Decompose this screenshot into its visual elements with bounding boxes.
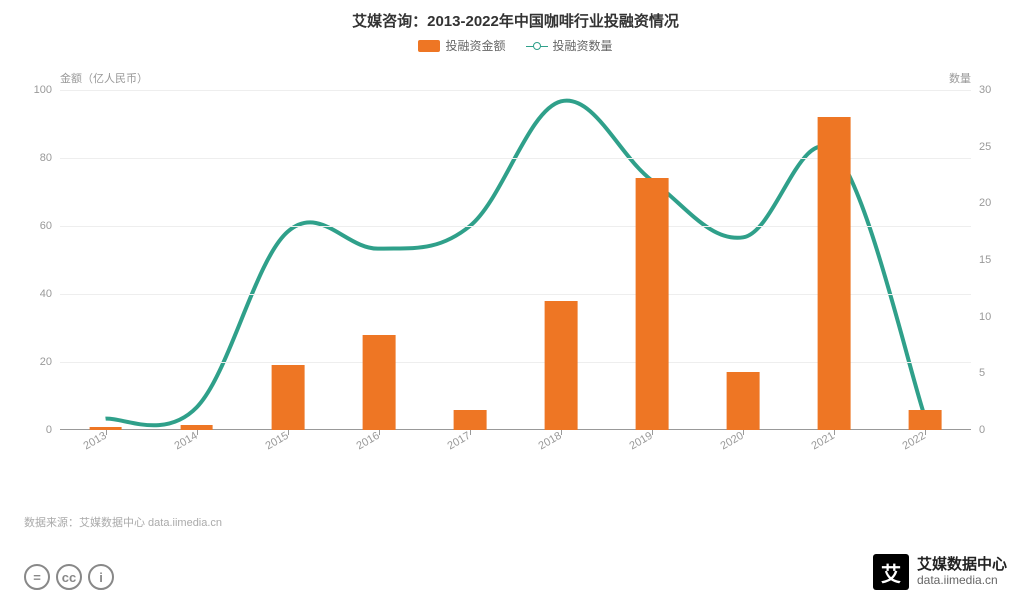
x-tick	[925, 430, 926, 435]
chart-title: 艾媒咨询：2013-2022年中国咖啡行业投融资情况	[0, 0, 1031, 31]
line-path	[106, 101, 926, 426]
plot-region: 0204060801000510152025302013201420152016…	[60, 90, 971, 430]
bar	[727, 372, 760, 430]
y-right-tick-label: 15	[971, 254, 991, 266]
y-left-axis-title: 金额（亿人民币）	[60, 70, 148, 86]
bar	[454, 410, 487, 430]
bar	[362, 335, 395, 430]
cc-equals-icon: =	[24, 564, 50, 590]
bar	[909, 410, 942, 430]
y-right-axis-title: 数量	[949, 70, 971, 86]
bar	[271, 365, 304, 430]
legend-line-label: 投融资数量	[553, 37, 613, 54]
source-text: 数据来源：艾媒数据中心 data.iimedia.cn	[24, 514, 222, 530]
x-tick-label: 2014	[172, 430, 199, 453]
legend-bar-label: 投融资金额	[445, 37, 505, 54]
y-left-tick-label: 100	[34, 84, 60, 96]
bar	[636, 178, 669, 430]
grid-line	[60, 90, 971, 91]
x-tick	[652, 430, 653, 435]
x-tick-label: 2019	[628, 430, 655, 453]
y-left-tick-label: 20	[40, 356, 60, 368]
license-icons: = cc i	[24, 564, 114, 590]
y-right-tick-label: 10	[971, 311, 991, 323]
legend-line-swatch	[526, 41, 548, 51]
y-left-tick-label: 80	[40, 152, 60, 164]
watermark: 艾 艾媒数据中心 data.iimedia.cn	[873, 554, 1007, 590]
y-right-tick-label: 30	[971, 84, 991, 96]
watermark-en: data.iimedia.cn	[917, 574, 1007, 588]
y-right-tick-label: 5	[971, 367, 985, 379]
legend-item-line: 投融资数量	[526, 37, 613, 54]
x-tick-label: 2020	[719, 430, 746, 453]
bar	[818, 117, 851, 430]
y-right-tick-label: 25	[971, 141, 991, 153]
x-tick-label: 2022	[901, 430, 928, 453]
x-tick-label: 2016	[354, 430, 381, 453]
legend: 投融资金额 投融资数量	[0, 37, 1031, 54]
x-tick	[834, 430, 835, 435]
watermark-cn: 艾媒数据中心	[917, 556, 1007, 573]
chart-area: 金额（亿人民币） 数量 0204060801000510152025302013…	[60, 90, 971, 430]
x-tick-label: 2017	[445, 430, 472, 453]
x-tick-label: 2015	[263, 430, 290, 453]
watermark-logo-icon: 艾	[873, 554, 909, 590]
x-tick	[470, 430, 471, 435]
x-tick	[561, 430, 562, 435]
x-tick-label: 2018	[537, 430, 564, 453]
x-tick	[743, 430, 744, 435]
cc-icon: cc	[56, 564, 82, 590]
y-right-tick-label: 0	[971, 424, 985, 436]
y-left-tick-label: 40	[40, 288, 60, 300]
x-tick	[379, 430, 380, 435]
bar	[545, 301, 578, 430]
y-right-tick-label: 20	[971, 197, 991, 209]
y-left-tick-label: 0	[46, 424, 60, 436]
y-left-tick-label: 60	[40, 220, 60, 232]
cc-info-icon: i	[88, 564, 114, 590]
x-tick-label: 2013	[81, 430, 108, 453]
legend-item-bar: 投融资金额	[418, 37, 505, 54]
x-tick-label: 2021	[810, 430, 837, 453]
legend-bar-swatch	[418, 40, 440, 52]
